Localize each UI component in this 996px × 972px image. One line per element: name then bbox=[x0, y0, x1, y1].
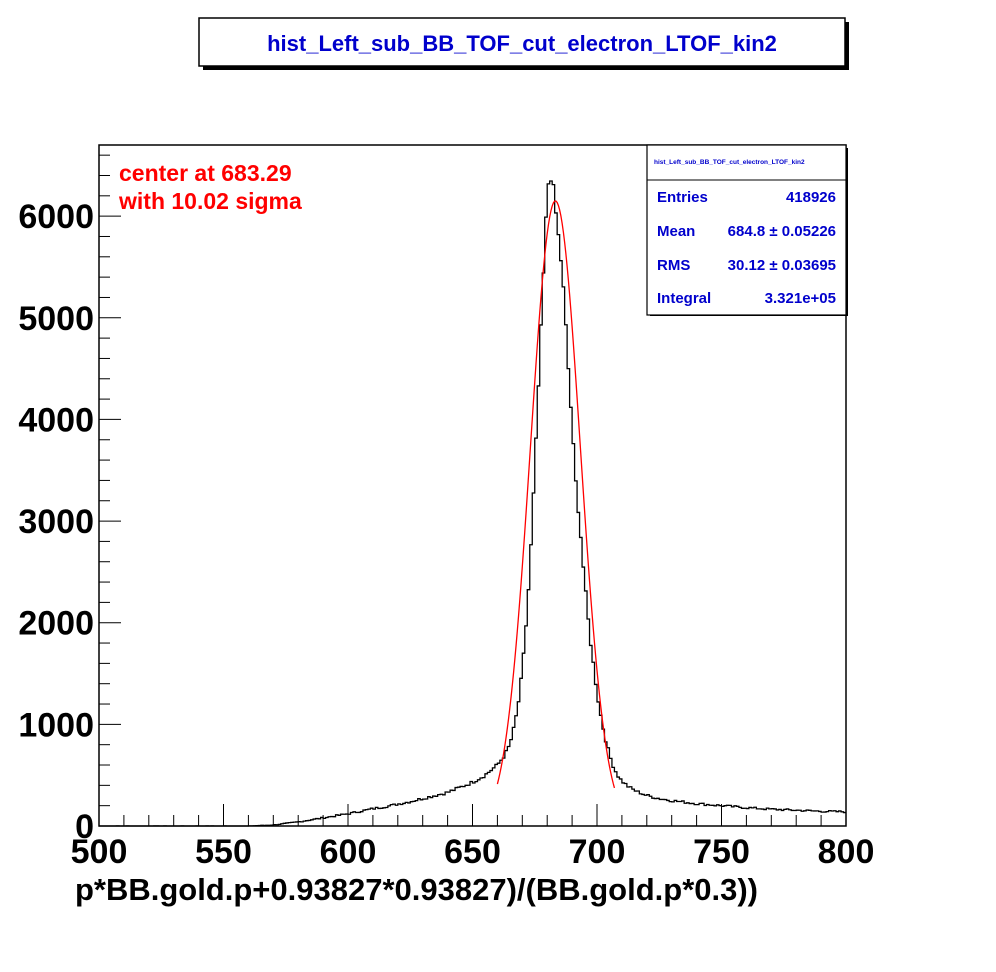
x-tick-label: 500 bbox=[71, 833, 128, 871]
y-tick-label: 0 bbox=[75, 808, 94, 846]
stats-integral-value: 3.321e+05 bbox=[765, 290, 836, 307]
x-tick-label: 600 bbox=[320, 833, 377, 871]
x-tick-label: 550 bbox=[195, 833, 252, 871]
x-axis-title: p*BB.gold.p+0.93827*0.93827)/(BB.gold.p*… bbox=[75, 872, 758, 907]
x-tick-label: 800 bbox=[818, 833, 875, 871]
histogram-series bbox=[99, 180, 846, 827]
stats-header: hist_Left_sub_BB_TOF_cut_electron_LTOF_k… bbox=[654, 159, 805, 166]
x-axis: 500 550 600 650 700 750 800 bbox=[71, 804, 875, 871]
y-axis: 0 1000 2000 3000 4000 5000 6000 bbox=[18, 154, 121, 846]
y-tick-label: 4000 bbox=[18, 401, 94, 439]
y-tick-label: 5000 bbox=[18, 300, 94, 338]
stats-rms-value: 30.12 ± 0.03695 bbox=[728, 257, 836, 274]
stats-entries-value: 418926 bbox=[786, 189, 836, 206]
chart-title-box: hist_Left_sub_BB_TOF_cut_electron_LTOF_k… bbox=[198, 17, 849, 70]
stats-mean-value: 684.8 ± 0.05226 bbox=[728, 223, 836, 240]
y-tick-label: 6000 bbox=[18, 198, 94, 236]
x-tick-label: 700 bbox=[569, 833, 626, 871]
stats-mean-label: Mean bbox=[657, 223, 695, 240]
stats-rms-label: RMS bbox=[657, 257, 690, 274]
gaussian-fit-curve bbox=[496, 200, 616, 789]
stats-integral-label: Integral bbox=[657, 290, 711, 307]
annotation-center: center at 683.29 bbox=[119, 160, 292, 186]
x-tick-label: 750 bbox=[693, 833, 750, 871]
y-tick-label: 1000 bbox=[18, 706, 94, 744]
y-tick-label: 2000 bbox=[18, 605, 94, 643]
chart-title: hist_Left_sub_BB_TOF_cut_electron_LTOF_k… bbox=[267, 31, 777, 56]
stats-entries-label: Entries bbox=[657, 189, 708, 206]
y-tick-label: 3000 bbox=[18, 503, 94, 541]
annotation-sigma: with 10.02 sigma bbox=[118, 188, 302, 214]
x-tick-label: 650 bbox=[444, 833, 501, 871]
stats-box: hist_Left_sub_BB_TOF_cut_electron_LTOF_k… bbox=[646, 144, 848, 316]
